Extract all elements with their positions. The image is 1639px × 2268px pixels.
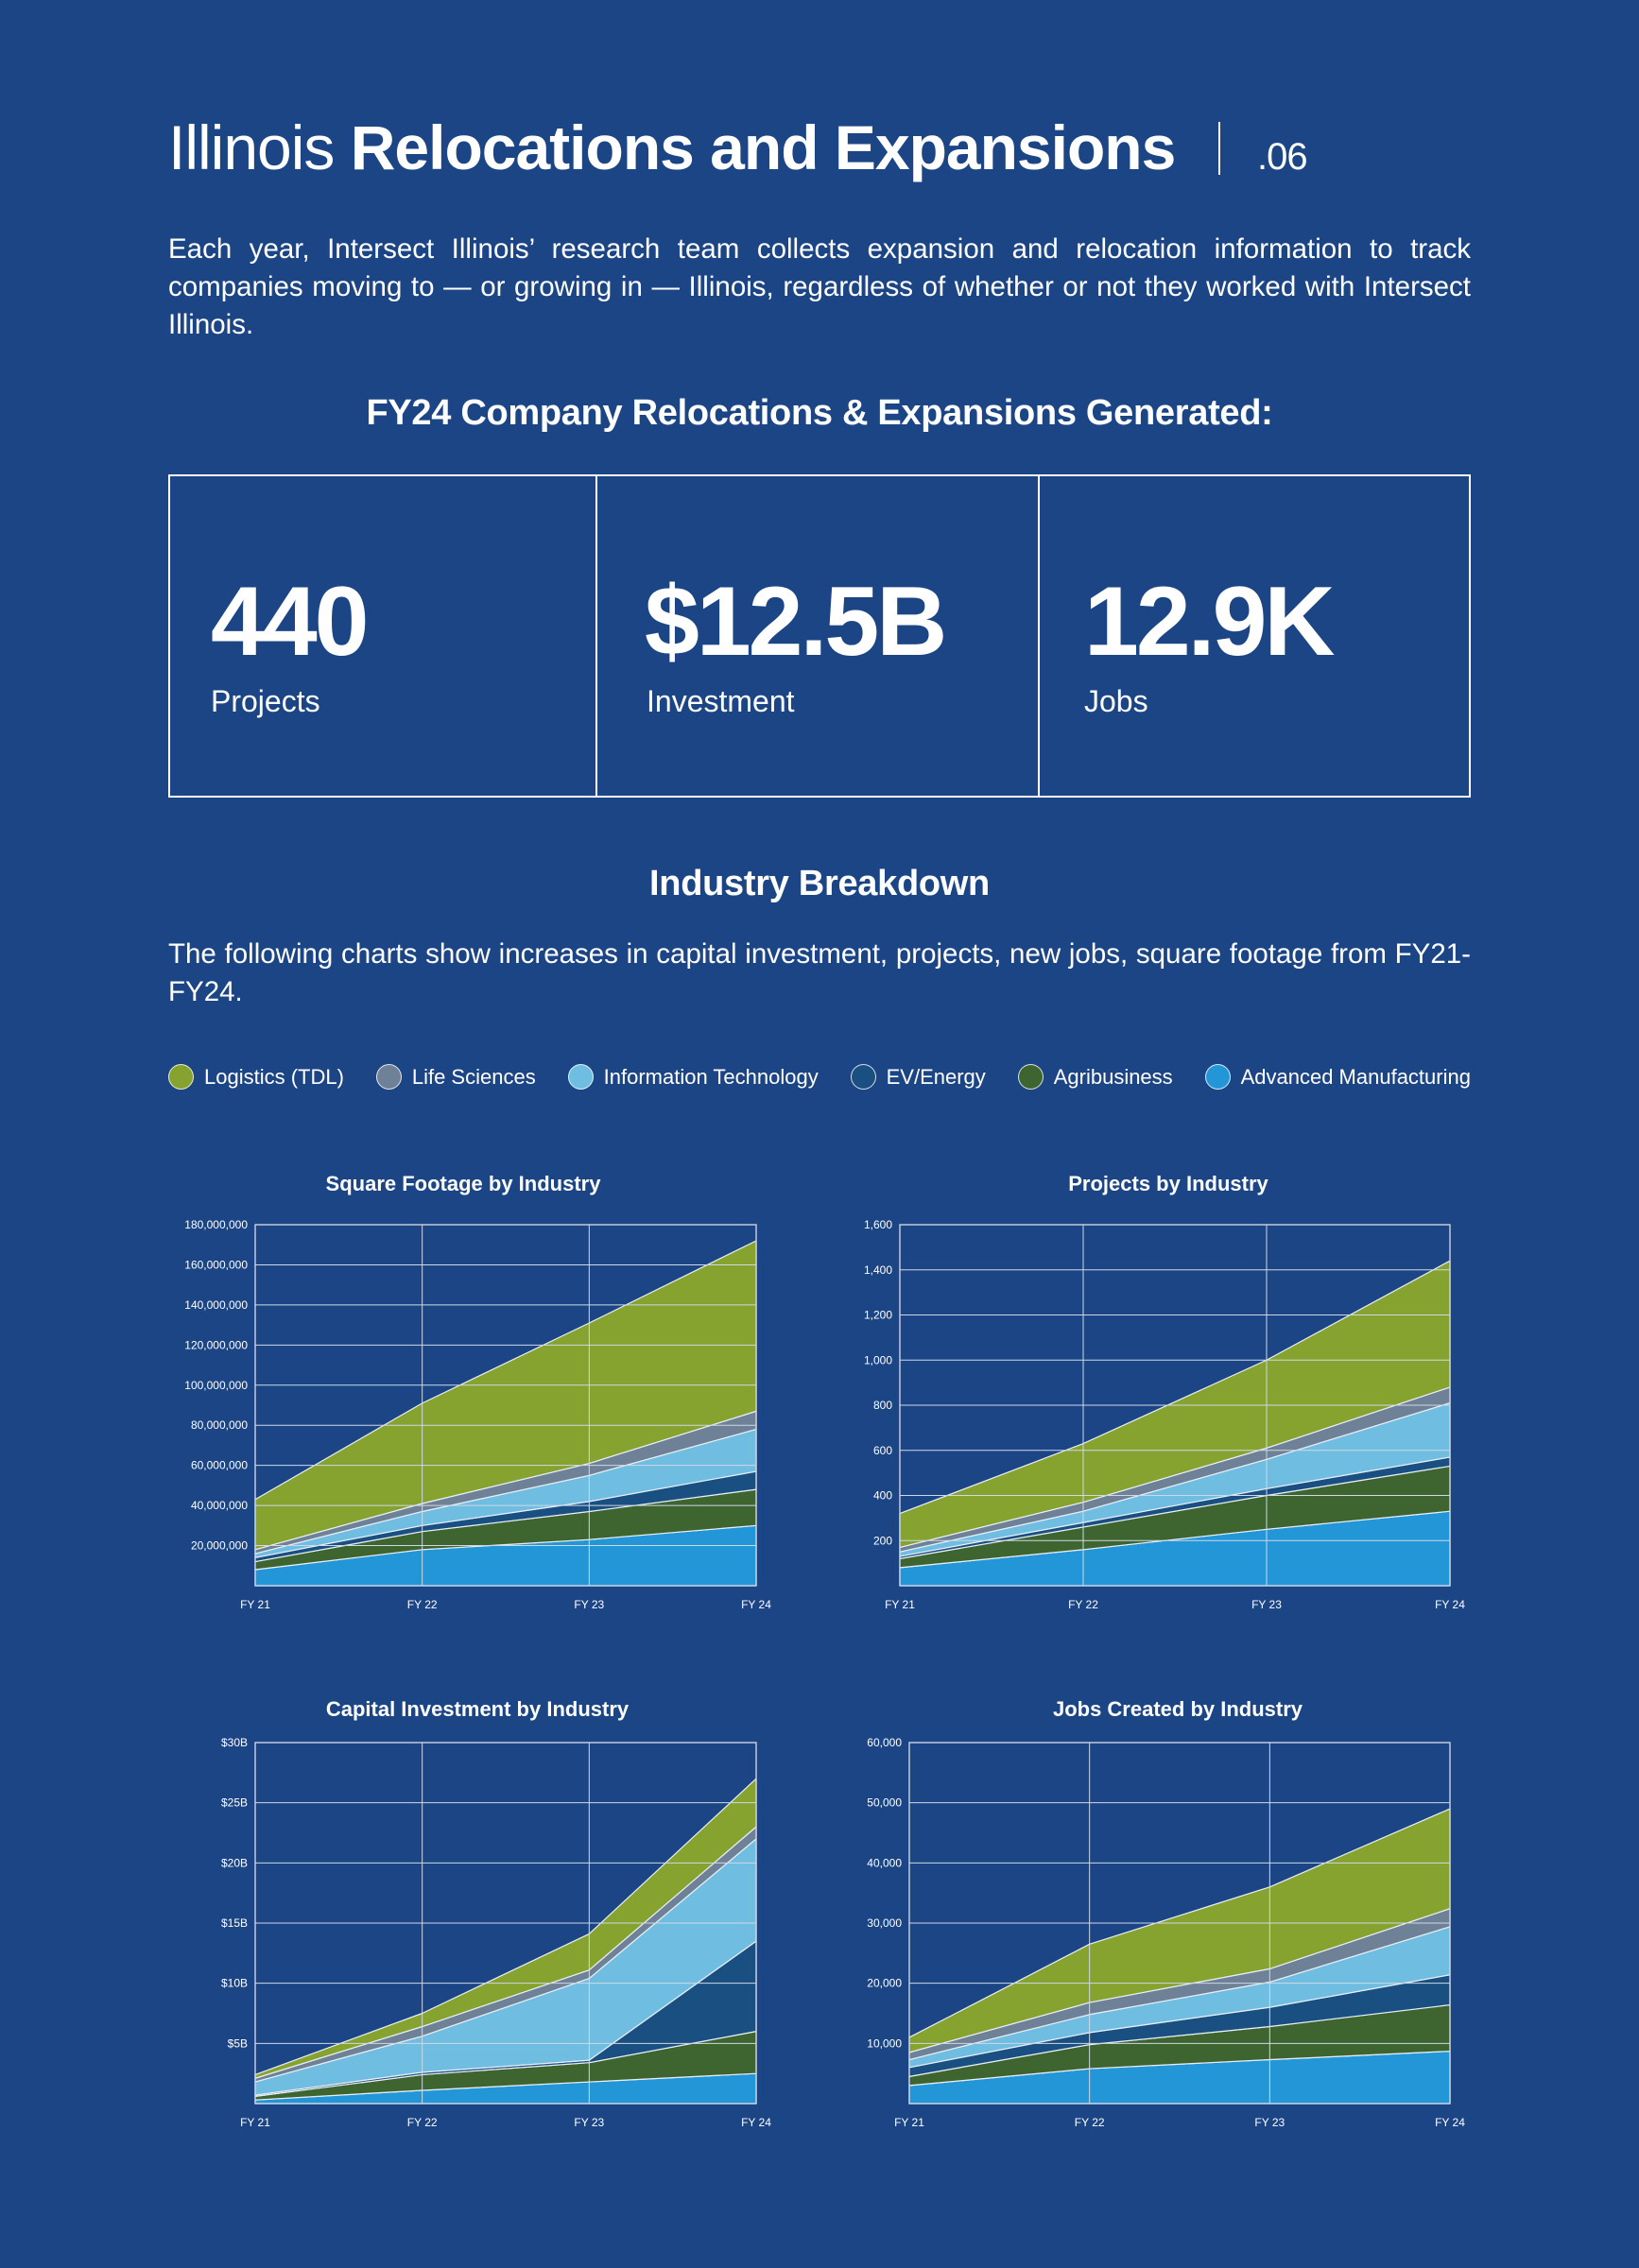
summary-title: FY24 Company Relocations & Expansions Ge…: [366, 393, 1273, 433]
y-tick-label: 20,000,000: [191, 1539, 248, 1553]
y-tick-label: $5B: [228, 2036, 248, 2050]
x-tick-label: FY 24: [741, 2116, 771, 2129]
stat-value: 440: [211, 567, 370, 677]
y-tick-label: 60,000,000: [191, 1459, 248, 1472]
page-title: Illinois Relocations and Expansions .06: [168, 112, 1308, 183]
chart-capital-investment: $5B $10B $15B $20B $25B $30B FY 21 FY 22 FY 23 FY…: [151, 1695, 794, 2139]
y-tick-label: 10,000: [867, 2036, 902, 2050]
legend-item: Advanced Manufacturing: [1204, 1064, 1471, 1090]
x-tick-label: FY 21: [885, 1598, 915, 1611]
y-tick-label: 40,000,000: [191, 1499, 248, 1512]
y-tick-label: 180,000,000: [184, 1218, 248, 1231]
y-tick-label: 600: [873, 1444, 892, 1457]
legend-swatch: [375, 1064, 402, 1090]
legend-swatch: [850, 1064, 876, 1090]
breakdown-title: Industry Breakdown: [649, 864, 990, 903]
x-tick-label: FY 22: [407, 1598, 438, 1611]
stat-label: Jobs: [1084, 684, 1148, 718]
legend-label: Agribusiness: [1053, 1064, 1173, 1089]
y-tick-label: 50,000: [867, 1796, 902, 1810]
plot-border: [908, 1742, 1451, 2105]
legend-swatch: [567, 1064, 594, 1090]
y-tick-label: $25B: [221, 1796, 248, 1810]
plot-border: [254, 1742, 757, 2105]
legend-label: EV/Energy: [886, 1064, 986, 1089]
chart-title: Square Footage by Industry: [325, 1172, 601, 1195]
stat-value: $12.5B: [645, 567, 947, 677]
legend-item: Agribusiness: [1017, 1064, 1173, 1090]
chart-title: Projects by Industry: [1068, 1172, 1268, 1195]
y-tick-label: 60,000: [867, 1736, 902, 1749]
y-tick-label: 40,000: [867, 1856, 902, 1869]
stat-projects: 440 Projects: [170, 476, 597, 796]
y-tick-label: 400: [873, 1489, 892, 1503]
intro-paragraph: Each year, Intersect Illinois’ research …: [168, 233, 1471, 340]
legend-swatch: [1017, 1064, 1044, 1090]
y-tick-label: 30,000: [867, 1916, 902, 1930]
breakdown-description: The following charts show increases in c…: [168, 938, 1471, 1007]
legend-item: Logistics (TDL): [168, 1064, 344, 1090]
y-tick-label: 1,000: [864, 1353, 892, 1366]
title-light: Illinois: [168, 112, 335, 182]
x-tick-label: FY 23: [574, 2116, 604, 2129]
x-tick-label: FY 23: [1251, 1598, 1282, 1611]
y-tick-label: $20B: [221, 1856, 248, 1869]
y-tick-label: 800: [873, 1399, 892, 1412]
y-tick-label: 1,200: [864, 1309, 892, 1322]
y-tick-label: 120,000,000: [184, 1338, 248, 1351]
y-tick-label: 160,000,000: [184, 1258, 248, 1271]
legend-item: EV/Energy: [850, 1064, 986, 1090]
stat-investment: $12.5B Investment: [597, 476, 1040, 796]
chart-svg: 10,000 20,000 30,000 40,000 50,000 60,000 FY 2…: [867, 1736, 1465, 2129]
stats-panel: 440 Projects $12.5B Investment 12.9K Job…: [168, 474, 1471, 798]
chart-svg: $5B $10B $15B $20B $25B $30B FY 21 FY 22 FY 23 FY…: [221, 1736, 771, 2129]
chart-legend: Logistics (TDL) Life Sciences Information …: [168, 1064, 1471, 1090]
x-tick-label: FY 24: [1435, 1598, 1465, 1611]
chart-square-footage: 20,000,000 40,000,000 60,000,000 80,000,000…: [151, 1170, 794, 1614]
chart-title: Capital Investment by Industry: [325, 1697, 630, 1721]
legend-swatch: [1204, 1064, 1231, 1090]
legend-label: Information Technology: [603, 1064, 819, 1089]
legend-item: Life Sciences: [375, 1064, 536, 1090]
y-tick-label: 100,000,000: [184, 1379, 248, 1392]
plot-border: [254, 1224, 757, 1587]
x-tick-label: FY 23: [1254, 2116, 1285, 2129]
x-tick-label: FY 24: [1435, 2116, 1465, 2129]
stat-label: Projects: [211, 684, 320, 718]
y-tick-label: 20,000: [867, 1977, 902, 1990]
title-divider: [1217, 122, 1220, 175]
x-tick-label: FY 22: [407, 2116, 438, 2129]
y-tick-label: 1,600: [864, 1218, 892, 1231]
y-tick-label: $10B: [221, 1977, 248, 1990]
y-tick-label: 140,000,000: [184, 1298, 248, 1312]
plot-border: [899, 1224, 1451, 1587]
x-tick-label: FY 22: [1068, 1598, 1098, 1611]
legend-item: Information Technology: [567, 1064, 819, 1090]
y-tick-label: $30B: [221, 1736, 248, 1749]
legend-label: Advanced Manufacturing: [1240, 1064, 1471, 1089]
legend-swatch: [168, 1064, 194, 1090]
y-tick-label: 80,000,000: [191, 1418, 248, 1432]
chart-projects: 200 400 600 800 1,000 1,200 1,400 1,600 FY 21 FY …: [837, 1170, 1480, 1614]
stat-label: Investment: [647, 684, 795, 718]
chart-svg: 200 400 600 800 1,000 1,200 1,400 1,600 FY 21 FY …: [864, 1218, 1465, 1611]
chart-svg: 20,000,000 40,000,000 60,000,000 80,000,000…: [184, 1218, 771, 1611]
x-tick-label: FY 21: [894, 2116, 924, 2129]
x-tick-label: FY 21: [240, 1598, 270, 1611]
page-number: .06: [1256, 136, 1308, 178]
y-tick-label: 200: [873, 1534, 892, 1547]
x-tick-label: FY 23: [574, 1598, 604, 1611]
chart-title: Jobs Created by Industry: [1052, 1697, 1303, 1721]
stat-value: 12.9K: [1084, 567, 1336, 677]
stat-jobs: 12.9K Jobs: [1040, 476, 1469, 796]
y-tick-label: 1,400: [864, 1263, 892, 1277]
x-tick-label: FY 24: [741, 1598, 771, 1611]
x-tick-label: FY 22: [1075, 2116, 1105, 2129]
title-bold: Relocations and Expansions: [350, 112, 1177, 182]
legend-label: Life Sciences: [411, 1064, 536, 1089]
x-tick-label: FY 21: [240, 2116, 270, 2129]
legend-label: Logistics (TDL): [204, 1064, 344, 1089]
y-tick-label: $15B: [221, 1916, 248, 1930]
chart-jobs-created: 10,000 20,000 30,000 40,000 50,000 60,000 FY 2…: [837, 1695, 1480, 2139]
